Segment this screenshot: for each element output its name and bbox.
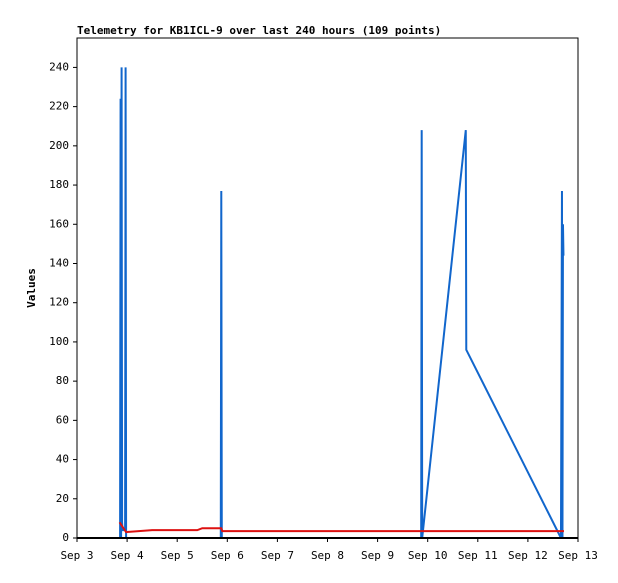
chart-title: Telemetry for KB1ICL-9 over last 240 hou…	[77, 24, 441, 37]
y-tick-label: 220	[49, 100, 69, 113]
y-tick-label: 200	[49, 139, 69, 152]
y-tick-label: 80	[56, 374, 69, 387]
y-tick-label: 20	[56, 492, 69, 505]
y-tick-label: 180	[49, 178, 69, 191]
y-tick-label: 240	[49, 60, 69, 73]
x-tick-label: Sep 9	[361, 549, 394, 562]
y-tick-label: 100	[49, 335, 69, 348]
y-tick-label: 60	[56, 413, 69, 426]
x-tick-label: Sep 7	[261, 549, 294, 562]
x-tick-label: Sep 3	[60, 549, 93, 562]
y-tick-label: 120	[49, 296, 69, 309]
y-tick-label: 140	[49, 256, 69, 269]
x-tick-label: Sep 5	[161, 549, 194, 562]
y-axis-label: Values	[25, 268, 38, 308]
y-tick-label: 160	[49, 217, 69, 230]
x-tick-label: Sep 4	[111, 549, 144, 562]
x-tick-label: Sep 12	[508, 549, 548, 562]
x-tick-label: Sep 13	[558, 549, 598, 562]
x-tick-label: Sep 6	[211, 549, 244, 562]
y-tick-label: 0	[62, 531, 69, 544]
series-line	[119, 67, 565, 539]
y-tick-label: 40	[56, 453, 69, 466]
x-tick-label: Sep 11	[458, 549, 498, 562]
x-tick-label: Sep 8	[311, 549, 344, 562]
series-line	[118, 521, 564, 534]
x-tick-label: Sep 10	[408, 549, 448, 562]
